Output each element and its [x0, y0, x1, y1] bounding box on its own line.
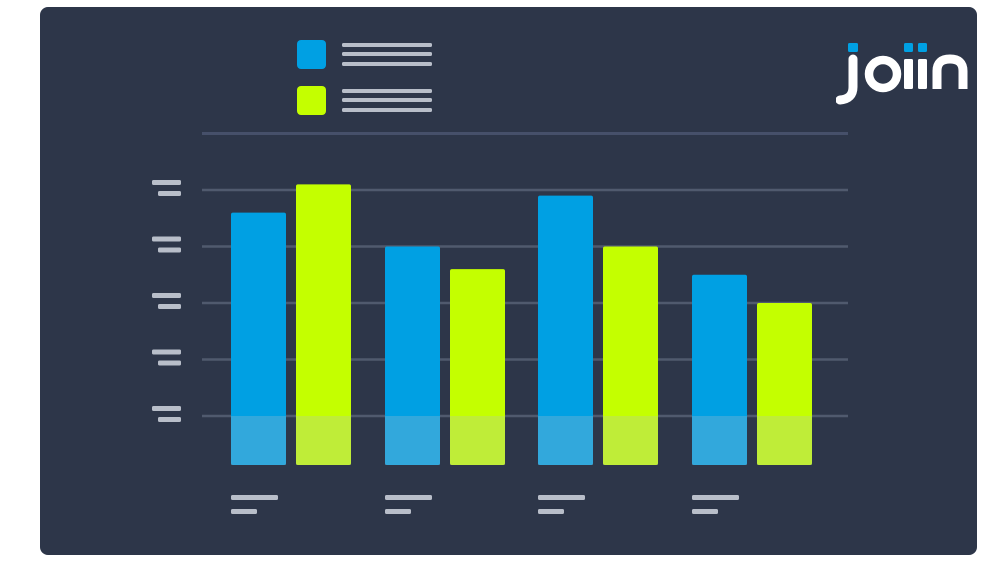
bar-base-overlay: [231, 416, 812, 465]
legend-label-2-line3: [342, 108, 432, 112]
joiin-logo-icon: [836, 43, 968, 105]
legend-label-1-line2: [342, 52, 432, 56]
x-tick-label-1-sub: [231, 509, 257, 514]
x-axis-tick-labels: [231, 495, 739, 514]
bar-base-s2-c1: [296, 416, 351, 465]
y-axis-tick-labels: [152, 180, 181, 422]
x-tick-label-2-sub: [385, 509, 411, 514]
legend-label-1-line1: [342, 43, 432, 47]
bar-base-s1-c1: [231, 416, 286, 465]
legend-swatch-2: [297, 86, 326, 115]
bar-s2-c1: [296, 184, 351, 465]
x-tick-label-2: [385, 495, 432, 500]
y-tick-label-0: [152, 406, 181, 411]
legend-label-2-line2: [342, 98, 432, 102]
y-tick-label-0-sub: [158, 417, 181, 422]
bar-base-s2-c4: [757, 416, 812, 465]
y-tick-label-1-sub: [158, 360, 181, 366]
x-tick-label-1: [231, 495, 278, 500]
chart-card: [40, 7, 977, 555]
legend-swatch-1: [297, 40, 326, 69]
bar-s1-c3: [538, 195, 593, 465]
y-tick-label-2-sub: [158, 304, 181, 309]
bar-s1-c2: [385, 246, 440, 465]
chart-background: [40, 7, 977, 555]
x-tick-label-4: [692, 495, 739, 500]
y-tick-label-4: [152, 180, 181, 185]
legend-label-1-line3: [342, 62, 432, 66]
bar-s1-c1: [231, 212, 286, 465]
y-tick-label-4-sub: [158, 191, 181, 196]
bar-s2-c2: [450, 269, 505, 465]
y-tick-label-1: [152, 349, 181, 355]
bar-base-s2-c3: [603, 416, 658, 465]
bar-s2-c4: [757, 303, 812, 465]
x-tick-label-3-sub: [538, 509, 564, 514]
x-tick-label-4-sub: [692, 509, 718, 514]
bar-base-s1-c3: [538, 416, 593, 465]
bar-s1-c4: [692, 274, 747, 465]
bars: [231, 184, 812, 465]
bar-base-s1-c4: [692, 416, 747, 465]
bar-chart: [40, 7, 977, 555]
y-tick-label-3-sub: [158, 247, 181, 253]
x-tick-label-3: [538, 495, 585, 500]
bar-base-s2-c2: [450, 416, 505, 465]
legend-label-2-line1: [342, 89, 432, 93]
bar-base-s1-c2: [385, 416, 440, 465]
legend: [297, 40, 432, 115]
y-tick-label-2: [152, 293, 181, 298]
y-tick-label-3: [152, 236, 181, 242]
bar-s2-c3: [603, 246, 658, 465]
